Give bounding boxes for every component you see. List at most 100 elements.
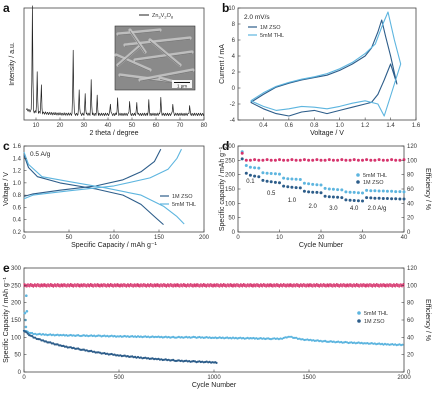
y-tick-label: 50	[228, 216, 235, 222]
legend-label: 1M ZSO	[260, 25, 281, 31]
y-tick-label: 0.2	[13, 230, 22, 236]
data-point	[261, 158, 265, 162]
data-point	[253, 158, 257, 162]
data-point	[244, 164, 248, 167]
sem-rod-shadow	[117, 30, 161, 36]
charge-curve	[23, 148, 182, 200]
rate-label: 0.1	[246, 179, 255, 185]
data-point	[38, 338, 41, 341]
data-point	[331, 187, 335, 191]
x-tick-label: 30	[359, 235, 366, 241]
x-tick-label: 40	[401, 235, 408, 241]
y-axis-label: Current / mA	[219, 44, 226, 84]
x-tick-label: 2000	[397, 375, 411, 381]
y-axis-label: Intensity / a.u.	[9, 42, 16, 86]
data-point	[336, 195, 340, 199]
data-point	[340, 158, 344, 162]
data-point	[298, 186, 302, 190]
data-point	[381, 197, 385, 200]
data-point	[290, 177, 294, 181]
y2-tick-label: 0	[407, 370, 411, 376]
panel-letter: e	[3, 261, 10, 275]
data-point	[302, 158, 306, 162]
panel-e: e0 500 1000 1500 200005010015020025030002040…	[3, 261, 431, 389]
data-point	[248, 173, 252, 177]
legend-label: 1M ZSO	[364, 319, 385, 325]
data-point	[30, 335, 34, 338]
data-point	[402, 158, 406, 162]
data-point	[257, 158, 261, 162]
x-tick-label: 0	[22, 235, 26, 241]
sem-rod-shadow	[115, 55, 151, 72]
data-point	[273, 180, 277, 184]
y2-tick-label: 60	[407, 318, 414, 324]
data-point	[356, 158, 360, 162]
data-point	[253, 174, 257, 178]
y-tick-label: 8	[232, 22, 236, 28]
data-point	[390, 189, 394, 193]
legend-label: 1M ZSO	[172, 194, 193, 200]
y2-axis-label: Efficiency / %	[424, 299, 431, 341]
y-tick-label: 100	[11, 335, 22, 341]
data-point	[294, 158, 298, 162]
panel-letter: a	[3, 1, 10, 15]
cv-curve	[250, 11, 402, 117]
data-point	[398, 158, 402, 162]
y-tick-label: 250	[11, 283, 22, 289]
data-point	[302, 181, 306, 185]
y-tick-label: 4	[232, 54, 236, 60]
data-point	[398, 190, 402, 194]
data-point	[35, 337, 38, 340]
y-tick-label: 200	[11, 301, 22, 307]
data-point	[298, 158, 302, 162]
data-point	[369, 158, 373, 162]
y-tick-label: 200	[225, 173, 236, 179]
data-point	[385, 197, 389, 200]
plot-frame	[23, 7, 205, 121]
data-point	[287, 335, 290, 338]
x-tick-label: 40	[105, 123, 112, 129]
legend-label: 5mM THL	[260, 33, 284, 39]
data-point	[300, 338, 303, 341]
y2-tick-label: 20	[407, 216, 414, 222]
legend-marker	[356, 180, 360, 184]
sem-rod	[133, 50, 194, 62]
y2-tick-label: 80	[407, 173, 414, 179]
panel-d: d0 10 20 30 40050100150200250300020406080100…	[219, 139, 431, 249]
data-point	[269, 180, 273, 184]
y-tick-label: 10	[228, 6, 235, 12]
data-point	[323, 186, 327, 190]
data-point	[340, 188, 344, 192]
data-point	[26, 332, 29, 335]
data-point	[394, 190, 398, 194]
data-point	[278, 181, 281, 185]
data-point	[356, 191, 360, 195]
legend-marker	[357, 311, 361, 315]
x-tick-label: 1.6	[412, 123, 421, 129]
data-point	[369, 196, 373, 200]
data-point	[352, 158, 356, 162]
sem-rod-shadow	[134, 52, 193, 62]
scale-bar-label: 1 μm	[177, 84, 187, 89]
data-point	[278, 158, 281, 162]
data-point	[402, 190, 406, 194]
y-tick-label: -4	[230, 118, 236, 124]
data-point	[385, 189, 389, 193]
data-point	[265, 158, 269, 162]
data-point	[365, 188, 369, 192]
data-point	[327, 195, 331, 199]
data-point	[23, 311, 27, 315]
data-point	[377, 158, 381, 162]
sem-rod	[138, 68, 195, 82]
data-point	[327, 158, 331, 162]
data-point	[356, 199, 360, 203]
data-point	[286, 185, 290, 189]
x-axis-label: Voltage / V	[310, 130, 344, 137]
data-point	[394, 197, 398, 201]
data-point	[25, 331, 28, 334]
x-tick-label: 50	[66, 235, 73, 241]
x-tick-label: 20	[57, 123, 64, 129]
data-point	[401, 343, 404, 346]
data-point	[240, 157, 244, 161]
y-tick-label: -2	[230, 102, 236, 108]
